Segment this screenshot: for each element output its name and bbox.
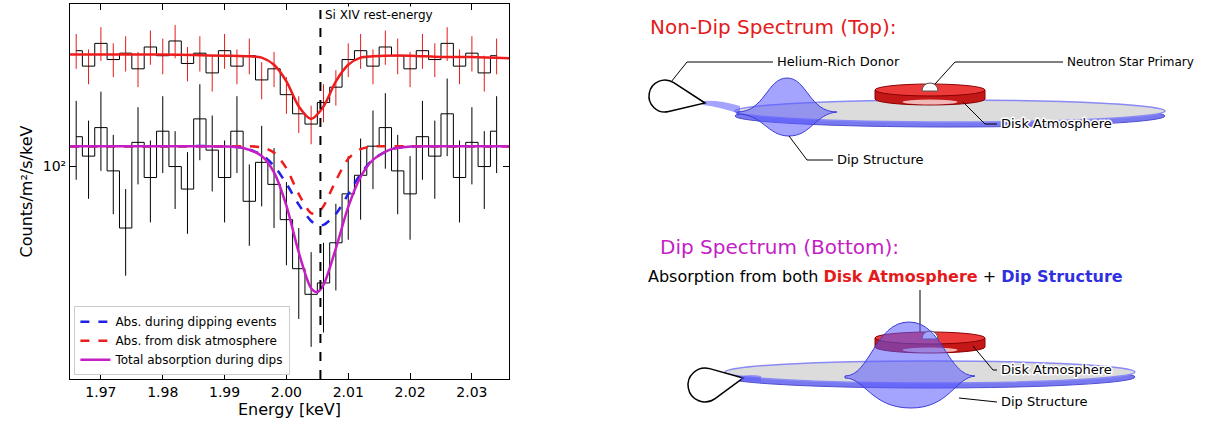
svg-text:Energy [keV]: Energy [keV] (238, 400, 341, 419)
svg-text:1.98: 1.98 (147, 384, 178, 400)
svg-text:Abs. from disk atmosphere: Abs. from disk atmosphere (115, 334, 276, 348)
svg-text:Dip Spectrum (Bottom):: Dip Spectrum (Bottom): (660, 235, 899, 259)
svg-text:10²: 10² (43, 158, 66, 174)
svg-text:Absorption from both Disk Atmo: Absorption from both Disk Atmosphere + D… (648, 267, 1123, 286)
svg-text:Disk Atmosphere: Disk Atmosphere (1001, 362, 1112, 377)
svg-text:Abs. during dipping events: Abs. during dipping events (115, 315, 276, 329)
svg-text:Neutron Star Primary: Neutron Star Primary (1067, 55, 1194, 69)
svg-text:2.03: 2.03 (456, 384, 487, 400)
svg-text:Total absorption during dips: Total absorption during dips (114, 353, 282, 367)
svg-text:Disk Atmosphere: Disk Atmosphere (1001, 116, 1112, 131)
svg-text:Si XIV rest-energy: Si XIV rest-energy (325, 8, 433, 22)
svg-text:Helium-Rich Donor: Helium-Rich Donor (777, 54, 900, 69)
svg-text:2.02: 2.02 (394, 384, 425, 400)
svg-text:Dip Structure: Dip Structure (1001, 394, 1087, 409)
svg-text:2.00: 2.00 (271, 384, 302, 400)
svg-text:Non-Dip Spectrum (Top):: Non-Dip Spectrum (Top): (650, 15, 896, 39)
svg-text:1.97: 1.97 (85, 384, 116, 400)
svg-text:2.01: 2.01 (333, 384, 364, 400)
svg-text:Dip Structure: Dip Structure (837, 152, 923, 167)
svg-text:1.99: 1.99 (209, 384, 240, 400)
svg-text:Counts/m²/s/keV: Counts/m²/s/keV (17, 126, 36, 258)
